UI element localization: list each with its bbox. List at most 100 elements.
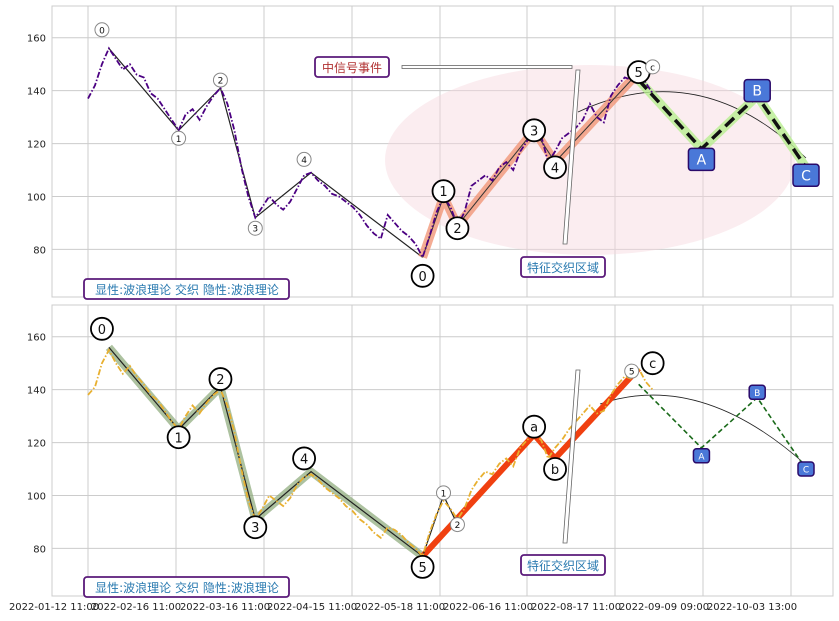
pivot-circle	[166, 425, 191, 450]
pivot-circle	[522, 414, 547, 439]
top-projection-boxes: A B C	[687, 78, 820, 188]
pivot-text: 0	[418, 270, 426, 285]
bottom-projection-boxes: A B C	[692, 384, 815, 477]
y-tick-label: 80	[33, 544, 46, 555]
price-line	[87, 46, 654, 260]
projection-box: C	[792, 163, 820, 188]
x-tick-label: 2022-05-18 11:00	[355, 602, 445, 613]
footer-label-top: 显性:波浪理论 交织 隐性:波浪理论	[95, 282, 279, 297]
projection-box: A	[687, 147, 716, 172]
pivot-circle	[624, 363, 640, 379]
bottom-panel: 80 100 120 140 160 特征交织区域 0 1 2 3 4 5 1 2 a b 5 c A B C 显…	[27, 304, 834, 598]
pivot-label: 1	[166, 425, 191, 450]
signal-arrow	[401, 65, 573, 69]
pivot-circle	[292, 446, 316, 471]
x-tick-label: 2022-10-03 13:00	[707, 602, 797, 613]
pivot-text: 2	[453, 222, 461, 237]
pivot-text: 2	[216, 373, 224, 388]
signal-label: 中信号事件	[322, 60, 382, 75]
pivot-circle	[90, 316, 114, 341]
pivot-text: 5	[635, 66, 643, 81]
x-tick-label: 2022-08-17 11:00	[531, 602, 621, 613]
pivot-text: 5	[418, 561, 426, 576]
projection-box-text: B	[752, 84, 762, 100]
zone-arrow-top	[562, 69, 581, 245]
zone-label-top: 特征交织区域	[527, 260, 599, 275]
pivot-text: 0	[98, 323, 106, 338]
projection-box: B	[743, 78, 771, 103]
zone-label-box-top	[520, 256, 606, 278]
pivot-label: c	[640, 351, 665, 376]
pivot-text: 1	[439, 185, 447, 200]
bottom-pivot-labels: 0 1 2 3 4 5 1 2 a b 5 c	[90, 316, 665, 579]
pivot-label: 2	[212, 72, 228, 88]
pivot-text: c	[650, 63, 655, 73]
x-tick-label: 2022-06-16 11:00	[443, 602, 533, 613]
signal-label-box	[314, 56, 390, 78]
pivot-circle	[431, 179, 456, 204]
y-tick-label: 100	[27, 192, 46, 203]
pivot-text: 4	[301, 156, 307, 166]
pivot-circle	[522, 118, 547, 143]
pivot-label: a	[522, 414, 547, 439]
y-tick-label: 80	[33, 245, 46, 256]
x-tick-label: 2022-09-09 09:00	[619, 602, 709, 613]
pivot-label: 5	[624, 363, 640, 379]
zone-label-box-bottom	[520, 554, 606, 576]
pivot-label: b	[543, 457, 567, 481]
pivot-circle	[296, 151, 312, 167]
pivot-label: c	[645, 59, 661, 75]
pivot-circle	[247, 220, 263, 236]
pivot-text: 1	[174, 431, 182, 446]
pivot-text: 0	[99, 26, 105, 36]
wave-line	[108, 47, 423, 258]
pivot-label: 4	[543, 155, 567, 180]
pivot-circle	[543, 155, 567, 180]
pivot-circle	[410, 555, 435, 579]
projection-box-text: A	[697, 152, 707, 168]
pivot-circle	[445, 216, 470, 241]
pivot-label: 0	[90, 316, 114, 341]
top-pivot-labels: 0 1 2 3 4 0 1 2 3 4 5 c	[94, 22, 661, 288]
projection-box-rect	[743, 78, 771, 103]
pivot-label: 4	[296, 151, 312, 167]
bottom-price-series	[87, 348, 654, 559]
top-price-series	[87, 46, 654, 260]
zone-arrow-bottom	[562, 369, 581, 544]
projection-box: A	[692, 448, 711, 464]
footer-label-box-bottom	[83, 576, 290, 598]
pivot-text: b	[551, 463, 559, 478]
projection-box-text: A	[698, 452, 705, 462]
top-grid	[52, 6, 833, 297]
bottom-y-ticks: 80 100 120 140 160	[27, 333, 46, 556]
y-tick-label: 140	[27, 386, 46, 397]
projection-line	[637, 78, 808, 169]
pivot-circle	[436, 485, 452, 501]
pivot-text: a	[530, 421, 538, 436]
pivot-label: 5	[410, 555, 435, 579]
pivot-circle	[449, 517, 465, 533]
pivot-label: 3	[522, 118, 547, 143]
pivot-label: 2	[445, 216, 470, 241]
pivot-label: 1	[171, 130, 187, 146]
pivot-text: 4	[551, 161, 559, 176]
pivot-text: 5	[629, 368, 635, 378]
projection-box-rect	[748, 384, 766, 401]
pivot-label: 3	[243, 515, 268, 540]
pivot-text: 3	[252, 225, 258, 235]
x-tick-label: 2022-02-16 11:00	[91, 602, 181, 613]
x-tick-label: 2022-04-15 11:00	[267, 602, 357, 613]
pivot-label: 2	[449, 517, 465, 533]
pivot-label: 4	[292, 446, 316, 471]
y-tick-label: 140	[27, 87, 46, 98]
y-tick-label: 160	[27, 333, 46, 344]
projection-box-rect	[692, 448, 711, 464]
y-tick-label: 120	[27, 439, 46, 450]
pivot-text: 2	[218, 77, 224, 87]
footer-label-box-top	[83, 278, 290, 300]
projection-line	[638, 383, 807, 470]
pivot-circle	[410, 263, 435, 288]
pivot-text: 3	[530, 124, 538, 139]
zone-label-bottom: 特征交织区域	[527, 558, 599, 573]
